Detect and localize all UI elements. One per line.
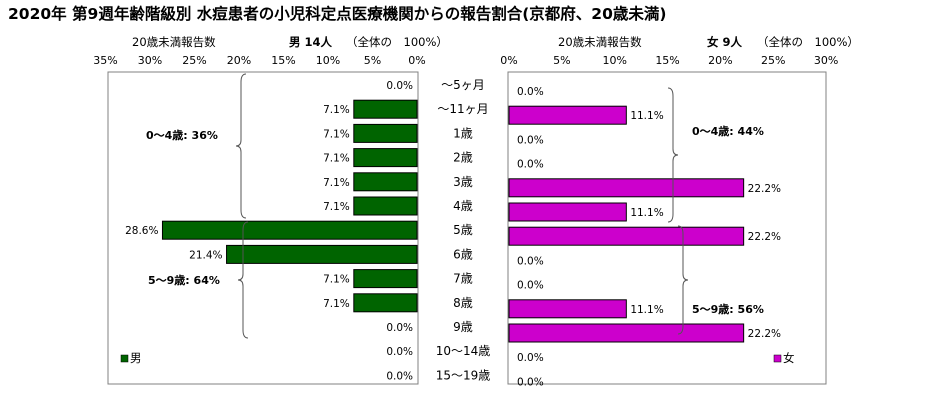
age-label: 10～14歳 <box>436 344 491 358</box>
male-value-label: 0.0% <box>386 346 413 358</box>
male-x-tick: 30% <box>138 54 162 67</box>
male-bar <box>353 293 418 313</box>
female-value-label: 0.0% <box>517 86 544 98</box>
female-value-label: 22.2% <box>748 328 781 340</box>
male-header: 男 14人 <box>289 35 333 49</box>
female-value-label: 11.1% <box>630 207 663 219</box>
female-value-label: 0.0% <box>517 280 544 292</box>
male-value-label: 7.1% <box>323 104 350 116</box>
male-group-label: 0～4歳: 36% <box>146 128 218 142</box>
male-value-label: 7.1% <box>323 274 350 286</box>
age-label: 3歳 <box>453 175 473 189</box>
male-group-bracket <box>237 221 249 339</box>
male-bar <box>353 172 418 192</box>
female-x-tick: 0% <box>500 54 517 67</box>
male-group-label: 5～9歳: 64% <box>148 273 220 287</box>
male-bar <box>353 269 418 289</box>
female-legend-label: 女 <box>783 351 795 365</box>
female-plot-frame <box>507 71 827 385</box>
female-group-bracket <box>677 225 689 335</box>
male-legend-label: 男 <box>130 351 142 365</box>
male-x-tick: 0% <box>408 54 425 67</box>
age-label: 7歳 <box>453 272 473 286</box>
age-label: 8歳 <box>453 296 473 310</box>
male-value-label: 7.1% <box>323 298 350 310</box>
female-value-label: 0.0% <box>517 159 544 171</box>
female-x-tick: 5% <box>553 54 570 67</box>
female-value-label: 0.0% <box>517 376 544 388</box>
female-value-label: 11.1% <box>630 110 663 122</box>
male-bar <box>353 148 418 168</box>
female-value-label: 0.0% <box>517 255 544 267</box>
female-x-tick: 25% <box>761 54 785 67</box>
male-value-label: 28.6% <box>125 225 158 237</box>
male-legend-swatch <box>120 354 129 363</box>
female-bar <box>508 226 745 246</box>
age-label: 4歳 <box>453 199 473 213</box>
female-group-label: 5～9歳: 56% <box>692 302 764 316</box>
male-group-bracket <box>235 73 247 219</box>
age-label: ～11ヶ月 <box>437 102 488 116</box>
male-value-label: 7.1% <box>323 177 350 189</box>
female-total-note: （全体の 100%） <box>757 35 859 49</box>
male-bar <box>353 123 418 143</box>
age-label: 2歳 <box>453 151 473 165</box>
male-x-tick: 35% <box>93 54 117 67</box>
age-label: 5歳 <box>453 223 473 237</box>
female-value-label: 0.0% <box>517 134 544 146</box>
female-value-label: 22.2% <box>748 183 781 195</box>
female-axis-title: 20歳未満報告数 <box>558 35 642 49</box>
age-label: 1歳 <box>453 126 473 140</box>
female-bar <box>508 105 627 125</box>
age-label: 15～19歳 <box>436 368 491 382</box>
male-value-label: 7.1% <box>323 201 350 213</box>
male-x-tick: 5% <box>364 54 381 67</box>
female-group-bracket <box>667 87 679 223</box>
male-x-tick: 15% <box>271 54 295 67</box>
male-x-tick: 20% <box>227 54 251 67</box>
female-x-tick: 20% <box>708 54 732 67</box>
male-value-label: 7.1% <box>323 153 350 165</box>
male-bar <box>353 99 418 119</box>
male-bar <box>353 196 418 216</box>
male-value-label: 0.0% <box>386 322 413 334</box>
female-x-tick: 10% <box>602 54 626 67</box>
female-legend-swatch <box>773 354 782 363</box>
female-header: 女 9人 <box>707 35 743 49</box>
female-bar <box>508 299 627 319</box>
male-total-note: （全体の 100%） <box>346 35 448 49</box>
age-label: 6歳 <box>453 247 473 261</box>
female-bar <box>508 202 627 222</box>
female-bar <box>508 178 745 198</box>
male-value-label: 7.1% <box>323 128 350 140</box>
male-value-label: 21.4% <box>189 249 222 261</box>
male-bar <box>161 220 418 240</box>
female-x-tick: 30% <box>814 54 838 67</box>
female-value-label: 0.0% <box>517 352 544 364</box>
female-x-tick: 15% <box>655 54 679 67</box>
chart-title: 2020年 第9週年齢階級別 水痘患者の小児科定点医療機関からの報告割合(京都府… <box>8 5 667 23</box>
age-label: ～5ヶ月 <box>441 78 485 92</box>
female-bar <box>508 323 745 343</box>
male-axis-title: 20歳未満報告数 <box>132 35 216 49</box>
age-label: 9歳 <box>453 320 473 334</box>
male-value-label: 0.0% <box>386 80 413 92</box>
male-plot-frame <box>107 71 419 385</box>
male-bar <box>226 244 418 264</box>
female-group-label: 0～4歳: 44% <box>692 124 764 138</box>
male-x-tick: 10% <box>316 54 340 67</box>
female-value-label: 22.2% <box>748 231 781 243</box>
male-x-tick: 25% <box>182 54 206 67</box>
male-value-label: 0.0% <box>386 370 413 382</box>
female-value-label: 11.1% <box>630 304 663 316</box>
